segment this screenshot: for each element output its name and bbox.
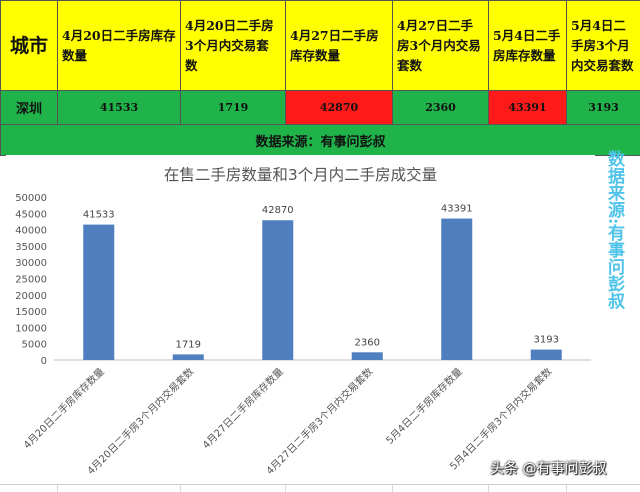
x-tick-label: 5月4日二手房库存数量	[383, 365, 465, 447]
side-caption: 数据来源:有事问彭叔	[604, 150, 624, 310]
divider	[0, 484, 640, 485]
y-tick-label: 20000	[15, 291, 47, 302]
header-cell[interactable]: 4月20日二手房库存数量	[57, 0, 181, 91]
watermark: 头条 @有事问彭叔	[490, 461, 607, 477]
data-label: 3193	[534, 335, 559, 346]
y-tick-label: 45000	[15, 209, 47, 220]
y-tick-label: 5000	[22, 340, 47, 351]
bar	[172, 354, 204, 360]
data-label: 42870	[262, 205, 294, 216]
y-tick-label: 30000	[15, 258, 47, 269]
y-tick-label: 35000	[15, 242, 47, 253]
table-row: 深圳 41533 1719 42870 2360 43391 3193	[0, 90, 640, 125]
header-city[interactable]: 城市	[0, 0, 58, 91]
y-tick-label: 25000	[15, 275, 47, 286]
y-tick-label: 50000	[15, 193, 47, 204]
header-cell[interactable]: 4月27日二手房3个月内交易套数	[392, 0, 489, 91]
source-cell[interactable]: 数据来源：有事问彭叔	[0, 124, 640, 156]
data-label: 43391	[441, 204, 473, 215]
header-cell[interactable]: 5月4日二手房库存数量	[488, 0, 567, 91]
table-header-row: 城市 4月20日二手房库存数量 4月20日二手房3个月内交易套数 4月27日二手…	[0, 0, 640, 91]
table-cell-highlight[interactable]: 42870	[285, 90, 393, 125]
bar	[262, 220, 294, 360]
x-tick-label: 4月20日二手房库存数量	[21, 365, 107, 451]
data-table: 城市 4月20日二手房库存数量 4月20日二手房3个月内交易套数 4月27日二手…	[0, 0, 640, 156]
y-tick-label: 40000	[15, 226, 47, 237]
bar-chart: 0 5000 10000 15000 20000 25000 30000 35000 40000…	[15, 193, 591, 477]
data-label: 41533	[83, 210, 115, 221]
y-tick-label: 15000	[15, 307, 47, 318]
chart-title: 在售二手房数量和3个月内二手房成交量	[163, 166, 438, 184]
source-row: 数据来源：有事问彭叔	[0, 124, 640, 156]
table-cell[interactable]: 2360	[392, 90, 489, 125]
table-cell[interactable]: 1719	[180, 90, 286, 125]
table-cell[interactable]: 3193	[566, 90, 640, 125]
data-label: 1719	[176, 339, 201, 350]
bar	[83, 224, 115, 360]
chart-panel[interactable]: 在售二手房数量和3个月内二手房成交量 0 5000 10000 15000 20000 2…	[6, 155, 595, 485]
x-tick-label: 5月4日二手房3个月内交易套数	[447, 365, 555, 473]
y-tick-label: 10000	[15, 323, 47, 334]
x-tick-label: 4月27日二手房库存数量	[200, 365, 286, 451]
bar	[530, 349, 562, 360]
row-city[interactable]: 深圳	[0, 90, 58, 125]
x-tick-label: 4月20日二手房3个月内交易套数	[84, 365, 196, 477]
table-cell-highlight[interactable]: 43391	[488, 90, 567, 125]
bar	[441, 218, 473, 360]
data-label: 2360	[355, 337, 380, 348]
x-tick-label: 4月27日二手房3个月内交易套数	[263, 365, 375, 477]
header-cell[interactable]: 4月20日二手房3个月内交易套数	[180, 0, 286, 91]
y-tick-label: 0	[41, 356, 47, 367]
header-cell[interactable]: 5月4日二手房3个月内交易套数	[566, 0, 640, 91]
header-cell[interactable]: 4月27日二手房库存数量	[285, 0, 393, 91]
bar	[351, 352, 383, 360]
table-cell[interactable]: 41533	[57, 90, 181, 125]
